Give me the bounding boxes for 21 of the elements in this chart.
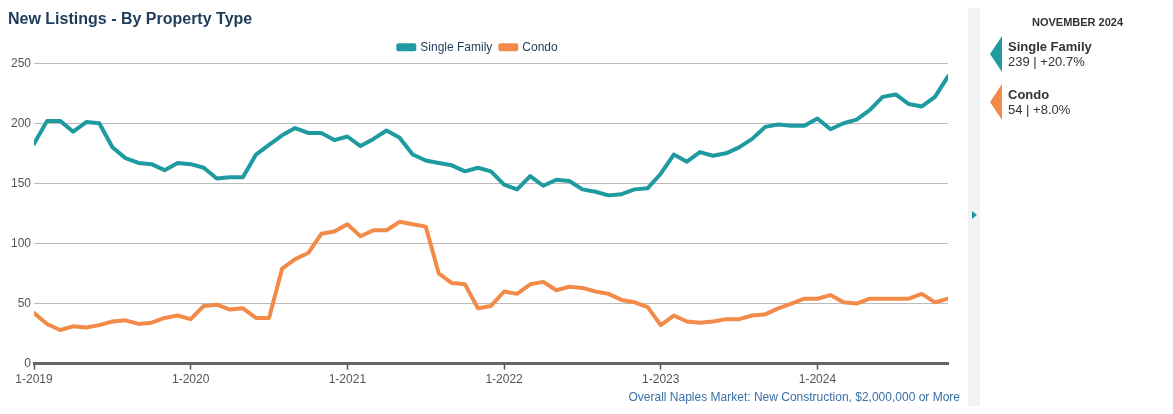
- legend-label: Condo: [522, 39, 559, 54]
- x-tick-label: 1-2024: [798, 372, 837, 387]
- y-tick-label: 250: [10, 55, 32, 70]
- x-tick-label: 1-2021: [328, 372, 367, 387]
- y-tick-label: 100: [10, 235, 32, 250]
- x-tick-label: 1-2023: [642, 372, 680, 387]
- text: 239 | +20.7%: [1008, 54, 1086, 69]
- text: Overall Naples Market: New Construction, $2,000,000 or More: [628, 390, 961, 405]
- y-tick-label: 150: [10, 175, 32, 190]
- text: Single Family: [1008, 39, 1092, 54]
- y-tick-label: 200: [10, 115, 32, 130]
- x-tick-label: 1-2022: [485, 372, 524, 387]
- text: 54 | +8.0%: [1008, 102, 1071, 117]
- chart-title: New Listings - By Property Type: [8, 10, 253, 28]
- x-tick-label: 1-2019: [15, 372, 54, 387]
- x-tick-label: 1-2020: [172, 372, 210, 387]
- y-tick-label: 50: [17, 295, 32, 310]
- text: Condo: [1008, 87, 1050, 102]
- legend-label: Single Family: [420, 39, 493, 54]
- y-tick-label: 0: [24, 355, 32, 370]
- text: NOVEMBER 2024: [1030, 16, 1125, 28]
